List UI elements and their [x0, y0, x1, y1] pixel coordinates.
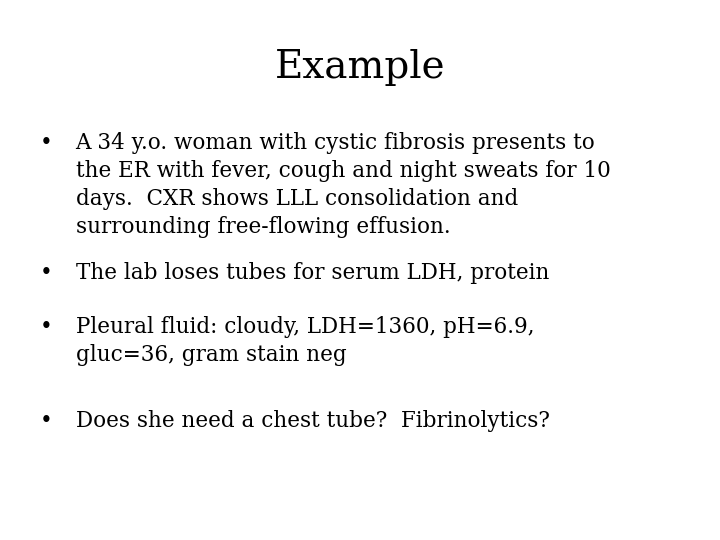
Text: •: • — [40, 262, 53, 284]
Text: •: • — [40, 132, 53, 154]
Text: •: • — [40, 410, 53, 433]
Text: Pleural fluid: cloudy, LDH=1360, pH=6.9,
gluc=36, gram stain neg: Pleural fluid: cloudy, LDH=1360, pH=6.9,… — [76, 316, 534, 366]
Text: A 34 y.o. woman with cystic fibrosis presents to
the ER with fever, cough and ni: A 34 y.o. woman with cystic fibrosis pre… — [76, 132, 611, 238]
Text: •: • — [40, 316, 53, 338]
Text: Example: Example — [275, 49, 445, 86]
Text: Does she need a chest tube?  Fibrinolytics?: Does she need a chest tube? Fibrinolytic… — [76, 410, 549, 433]
Text: The lab loses tubes for serum LDH, protein: The lab loses tubes for serum LDH, prote… — [76, 262, 549, 284]
